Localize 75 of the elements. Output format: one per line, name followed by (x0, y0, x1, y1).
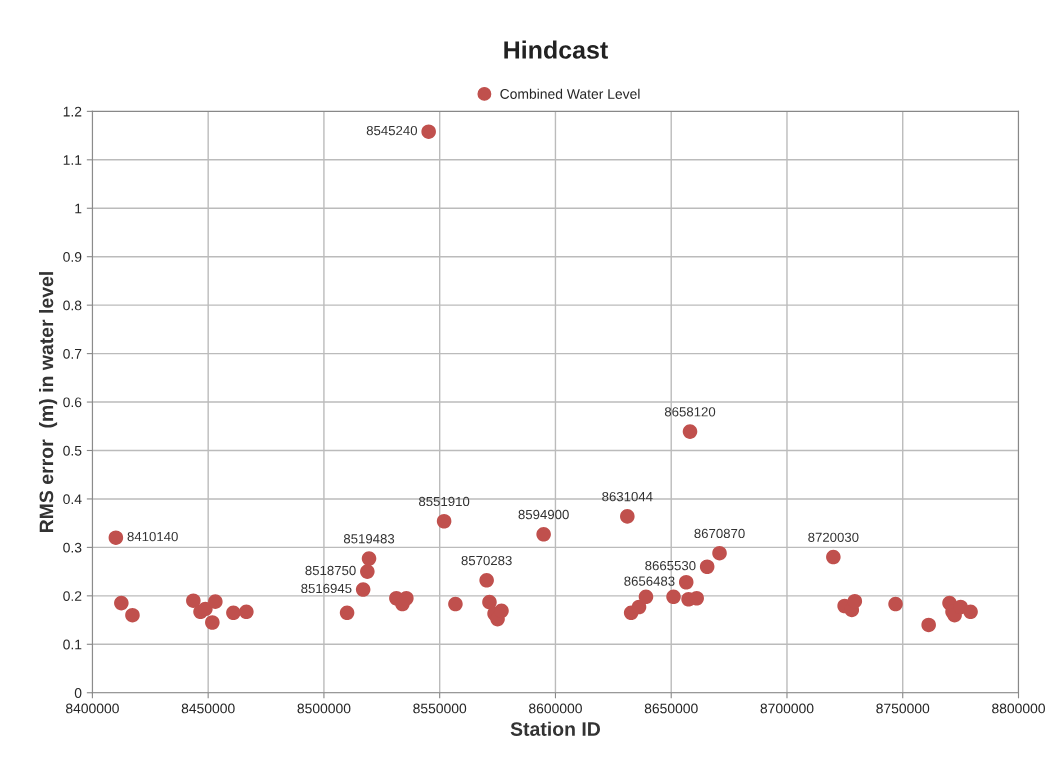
x-tick-label: 8600000 (529, 703, 582, 714)
point (198, 601, 213, 617)
y-tick-label: 1 (75, 203, 82, 214)
annotation: 8570283 (461, 555, 512, 566)
point (226, 605, 241, 621)
point (208, 594, 223, 609)
point (436, 513, 452, 529)
y-tick-label: 0.5 (63, 445, 82, 456)
y-tick-label: 0.3 (63, 542, 82, 553)
x-tick-label: 8800000 (992, 703, 1045, 714)
point (699, 559, 715, 575)
x-tick-label: 8700000 (760, 703, 814, 714)
legend-label: Combined Water Level (500, 88, 640, 99)
point (638, 589, 654, 605)
annotation: 8720030 (808, 532, 859, 542)
point (399, 590, 414, 606)
x-tick-label: 8400000 (65, 703, 119, 714)
x-tick-label: 8450000 (181, 703, 235, 714)
point (239, 604, 254, 620)
point (361, 551, 377, 566)
point (963, 604, 978, 620)
annotation: 8410140 (127, 531, 178, 542)
point (479, 573, 494, 588)
point (620, 509, 635, 524)
annotation: 8631044 (602, 491, 653, 502)
annotation: 8594900 (518, 509, 569, 520)
point (339, 605, 355, 621)
x-tick-label: 8500000 (297, 703, 351, 714)
point (186, 593, 201, 608)
x-axis-title: Station ID (510, 721, 600, 736)
annotation: 8658120 (664, 407, 716, 417)
point (847, 593, 863, 609)
y-tick-label: 0.6 (63, 397, 82, 408)
point (826, 549, 841, 565)
y-tick-label: 0.1 (63, 639, 82, 650)
y-tick-label: 0.7 (63, 348, 82, 359)
x-tick-label: 8550000 (413, 703, 467, 714)
point (114, 595, 129, 611)
point (689, 590, 704, 606)
chart-title: Hindcast (504, 40, 608, 59)
point (125, 607, 140, 623)
annotation: 8516945 (301, 583, 352, 594)
point (355, 582, 371, 597)
y-tick-label: 0.2 (63, 591, 82, 602)
point (108, 530, 124, 545)
annotation: 8545240 (366, 125, 418, 136)
point (536, 527, 551, 542)
y-tick-label: 1.1 (63, 155, 82, 165)
y-axis-title: RMS error (m) in water level (39, 272, 58, 533)
x-tick-label: 8650000 (644, 703, 698, 714)
point (360, 564, 375, 579)
annotation: 8519483 (343, 534, 395, 544)
point (421, 124, 436, 139)
x-tick-label: 8750000 (876, 703, 930, 714)
y-tick-label: 1.2 (63, 106, 82, 117)
point (631, 599, 647, 615)
annotation: 8656483 (624, 576, 675, 586)
point (712, 545, 727, 561)
point (682, 424, 698, 439)
point (494, 603, 509, 619)
y-tick-label: 0.9 (63, 252, 82, 262)
point (448, 596, 463, 612)
point (482, 594, 497, 610)
annotation: 8518750 (305, 565, 356, 576)
point (921, 617, 936, 633)
annotation: 8665530 (645, 560, 696, 571)
point (666, 589, 681, 605)
point (205, 615, 220, 630)
y-tick-label: 0.4 (63, 494, 82, 505)
y-tick-label: 0.8 (63, 300, 82, 311)
point (678, 574, 694, 590)
y-tick-label: 0 (74, 688, 82, 698)
point (888, 596, 903, 612)
annotation: 8670870 (694, 528, 745, 539)
annotation: 8551910 (419, 496, 470, 507)
